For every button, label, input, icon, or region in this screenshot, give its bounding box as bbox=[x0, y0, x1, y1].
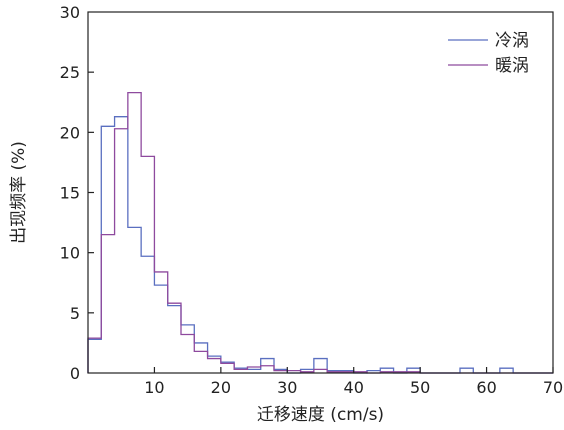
y-tick-label: 10 bbox=[60, 244, 80, 263]
x-tick-label: 60 bbox=[476, 378, 496, 397]
y-tick-label: 25 bbox=[60, 63, 80, 82]
x-tick-label: 30 bbox=[277, 378, 297, 397]
series-line-warm-eddy bbox=[87, 91, 553, 374]
x-tick-label: 20 bbox=[211, 378, 231, 397]
legend-label: 暖涡 bbox=[495, 56, 529, 76]
y-tick-label: 15 bbox=[60, 184, 80, 203]
x-tick-label: 50 bbox=[410, 378, 430, 397]
legend-label: 冷涡 bbox=[495, 31, 529, 51]
ticks-layer: 10 20 30 40 50 60 70 0 5 10 15 20 25 30 bbox=[60, 3, 564, 397]
plot-frame bbox=[87, 11, 554, 374]
x-tick-label: 40 bbox=[344, 378, 364, 397]
x-axis-title: 迁移速度 (cm/s) bbox=[257, 405, 384, 425]
y-axis-title: 出现频率 (%) bbox=[9, 141, 29, 244]
x-tick-label: 10 bbox=[144, 378, 164, 397]
y-tick-label: 0 bbox=[70, 364, 80, 383]
series-layer bbox=[87, 91, 553, 374]
x-tick-label: 70 bbox=[543, 378, 563, 397]
series-line-cold-eddy bbox=[87, 116, 553, 374]
y-tick-label: 30 bbox=[60, 3, 80, 22]
y-tick-label: 20 bbox=[60, 123, 80, 142]
y-tick-label: 5 bbox=[70, 304, 80, 323]
